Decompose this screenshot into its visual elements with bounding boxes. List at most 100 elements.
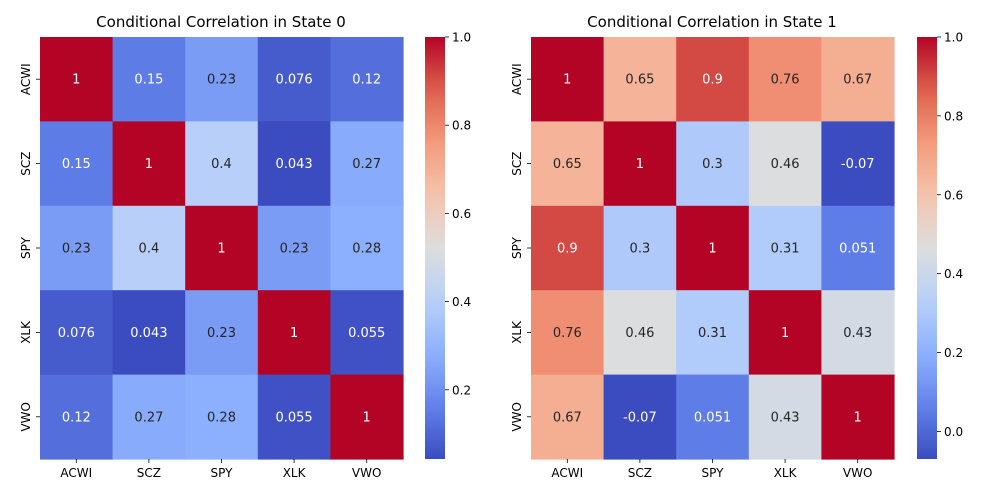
heatmap-cell xyxy=(112,37,186,122)
y-tick-label: SPY xyxy=(19,236,33,259)
heatmap-cell xyxy=(676,37,750,122)
heatmap-cell xyxy=(531,290,605,376)
heatmap-cell xyxy=(330,121,404,207)
cell-value-label: 0.076 xyxy=(275,73,312,88)
colorbar-tick-label: 0.6 xyxy=(452,207,471,221)
y-tick-label: VWO xyxy=(19,402,33,432)
cell-value-label: 0.23 xyxy=(62,242,91,257)
colorbar xyxy=(917,37,937,459)
cell-value-label: 0.67 xyxy=(553,410,582,425)
heatmap-cell xyxy=(821,374,895,460)
heatmap-cell xyxy=(821,37,895,122)
heatmap-cell xyxy=(40,374,114,460)
colorbar-tick-label: 0.2 xyxy=(452,383,471,397)
heatmap-cell xyxy=(185,37,259,122)
cell-value-label: 0.4 xyxy=(139,242,160,257)
cell-value-label: 0.23 xyxy=(207,326,236,341)
heatmap-cell xyxy=(185,290,259,376)
cell-value-label: -0.07 xyxy=(623,410,657,425)
cell-value-label: 0.4 xyxy=(211,157,232,172)
cell-value-label: 0.65 xyxy=(625,73,654,88)
colorbar xyxy=(425,37,445,459)
cell-value-label: 1 xyxy=(72,73,80,88)
y-tick-label: XLK xyxy=(19,320,33,344)
heatmap-cell xyxy=(112,121,186,207)
heatmap-cell xyxy=(748,37,822,122)
x-tick-label: VWO xyxy=(843,466,873,480)
heatmap-cell xyxy=(531,121,605,207)
heatmap-cell xyxy=(330,37,404,122)
cell-value-label: 1 xyxy=(854,410,862,425)
cell-value-label: 0.28 xyxy=(207,410,236,425)
cell-value-label: 1 xyxy=(290,326,298,341)
cell-value-label: 0.65 xyxy=(553,157,582,172)
cell-value-label: 0.23 xyxy=(280,242,309,257)
heatmap-panel-state-1: Conditional Correlation in State 1 1 0.65… xyxy=(510,13,963,480)
cell-value-label: 0.27 xyxy=(134,410,163,425)
cell-value-label: 0.15 xyxy=(62,157,91,172)
colorbar-tick-label: 1.0 xyxy=(944,31,963,45)
cell-value-label: 0.23 xyxy=(207,73,236,88)
heatmap-cell xyxy=(748,290,822,376)
heatmap-cell xyxy=(185,121,259,207)
heatmap-cell xyxy=(257,205,331,291)
colorbar-tick-label: 0.4 xyxy=(944,267,963,281)
y-tick-label: XLK xyxy=(510,320,524,344)
cell-value-label: 0.055 xyxy=(348,326,385,341)
cell-value-label: 0.67 xyxy=(843,73,872,88)
heatmap-cell xyxy=(185,205,259,291)
cell-value-label: 0.055 xyxy=(275,410,312,425)
heatmap-cell xyxy=(603,374,677,460)
cell-value-label: 0.46 xyxy=(771,157,800,172)
heatmap-cell xyxy=(821,205,895,291)
heatmap-cell xyxy=(676,121,750,207)
heatmap-cell xyxy=(748,205,822,291)
cell-value-label: 0.76 xyxy=(771,73,800,88)
heatmap-cell xyxy=(676,290,750,376)
x-tick-label: ACWI xyxy=(60,466,92,480)
cell-value-label: 1 xyxy=(217,242,225,257)
cell-value-label: 1 xyxy=(636,157,644,172)
x-tick-label: XLK xyxy=(283,466,307,480)
x-tick-label: VWO xyxy=(352,466,382,480)
heatmap-cell xyxy=(330,290,404,376)
cell-value-label: 0.051 xyxy=(839,242,876,257)
heatmap-cell xyxy=(603,205,677,291)
x-tick-label: SCZ xyxy=(628,466,652,480)
y-tick-label: VWO xyxy=(510,402,524,432)
colorbar-tick-label: 0.4 xyxy=(452,295,471,309)
heatmap-cell xyxy=(531,374,605,460)
heatmap-cell xyxy=(821,121,895,207)
x-tick-label: SCZ xyxy=(137,466,161,480)
y-tick-label: SCZ xyxy=(19,151,33,175)
cell-value-label: 0.3 xyxy=(630,242,651,257)
x-tick-label: XLK xyxy=(774,466,798,480)
cell-value-label: 0.28 xyxy=(352,242,381,257)
colorbar-tick-label: 0.0 xyxy=(944,425,963,439)
cell-value-label: 0.76 xyxy=(553,326,582,341)
cell-value-label: 0.076 xyxy=(58,326,95,341)
heatmap-cell xyxy=(676,374,750,460)
colorbar-tick-label: 0.6 xyxy=(944,188,963,202)
x-tick-label: SPY xyxy=(702,466,725,480)
heatmap-cell xyxy=(40,121,114,207)
heatmap-cell xyxy=(40,37,114,122)
heatmap-cell xyxy=(603,121,677,207)
heatmap-cell xyxy=(603,37,677,122)
heatmap-cell xyxy=(330,374,404,460)
heatmap-cell xyxy=(257,374,331,460)
y-tick-label: ACWI xyxy=(19,63,33,95)
cell-value-label: 0.43 xyxy=(843,326,872,341)
colorbar-tick-label: 0.8 xyxy=(452,119,471,133)
cell-value-label: 0.12 xyxy=(62,410,91,425)
heatmap-cell xyxy=(257,121,331,207)
chart-title: Conditional Correlation in State 1 xyxy=(587,13,837,31)
heatmap-cell xyxy=(257,37,331,122)
heatmap-cell xyxy=(112,205,186,291)
cell-value-label: 0.12 xyxy=(352,73,381,88)
cell-value-label: 1 xyxy=(145,157,153,172)
cell-value-label: 1 xyxy=(563,73,571,88)
heatmap-cell xyxy=(821,290,895,376)
heatmap-cell xyxy=(40,290,114,376)
cell-value-label: 0.043 xyxy=(275,157,312,172)
